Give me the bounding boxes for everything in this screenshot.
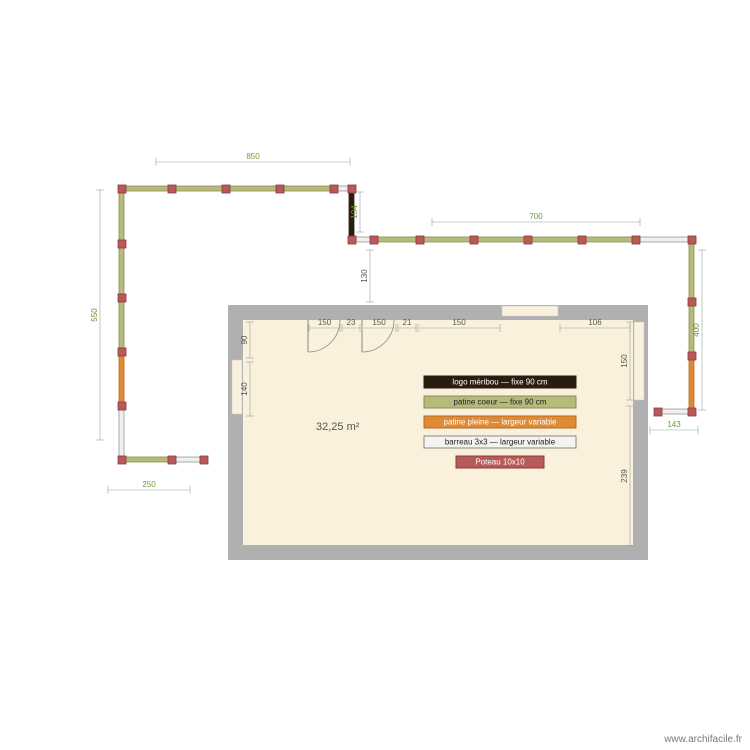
fence-segment <box>230 186 276 191</box>
dim-label: 23 <box>347 318 356 327</box>
fence-segment <box>176 457 200 462</box>
dim-label: 130 <box>360 269 369 283</box>
dim-label: 700 <box>529 212 543 221</box>
fence-post <box>470 236 478 244</box>
fence-post <box>654 408 662 416</box>
dim-label: 143 <box>667 420 681 429</box>
dim-label: 21 <box>403 318 412 327</box>
fence-post <box>200 456 208 464</box>
wall-opening <box>634 322 644 400</box>
dim-label: 150 <box>620 354 629 368</box>
fence-segment <box>126 457 168 462</box>
dim-label: 850 <box>246 152 260 161</box>
dim-label: 239 <box>620 469 629 483</box>
fence-post <box>524 236 532 244</box>
fence-post <box>370 236 378 244</box>
fence-segment <box>119 302 124 348</box>
fence-segment <box>478 237 524 242</box>
dim-label: 150 <box>318 318 332 327</box>
fence-segment <box>424 237 470 242</box>
fence-segment <box>119 356 124 402</box>
fence-segment <box>689 360 694 408</box>
fence-post <box>118 402 126 410</box>
fence-post <box>118 348 126 356</box>
credit-link[interactable]: www.archifacile.fr <box>663 734 742 745</box>
fence-segment <box>338 186 348 191</box>
fence-post <box>578 236 586 244</box>
dim-label: 550 <box>90 308 99 322</box>
fence-post <box>348 236 356 244</box>
fence-post <box>118 294 126 302</box>
fence-post <box>276 185 284 193</box>
fence-segment <box>119 193 124 240</box>
dim-label: 90 <box>240 335 249 344</box>
fence-segment <box>662 409 688 414</box>
fence-segment <box>126 186 168 191</box>
fence-post <box>222 185 230 193</box>
fence-post <box>118 185 126 193</box>
fence-post <box>118 456 126 464</box>
room-area-label: 32,25 m² <box>316 421 360 433</box>
fence-segment <box>689 244 694 298</box>
fence-segment <box>119 248 124 294</box>
fence-segment <box>532 237 578 242</box>
legend-label: patine pleine — largeur variable <box>444 418 558 427</box>
legend-label: logo méribou — fixe 90 cm <box>452 378 547 387</box>
fence-post <box>168 456 176 464</box>
fence-post <box>118 240 126 248</box>
fence-post <box>688 236 696 244</box>
fence-post <box>688 352 696 360</box>
fence-post <box>688 408 696 416</box>
wall-opening <box>502 306 558 316</box>
fence-segment <box>284 186 330 191</box>
fence-post <box>416 236 424 244</box>
room-interior <box>243 320 633 545</box>
dim-label: 400 <box>692 323 701 337</box>
fence-post <box>688 298 696 306</box>
fence-post <box>632 236 640 244</box>
dim-label: 140 <box>240 382 249 396</box>
dim-label: 106 <box>588 318 602 327</box>
dim-label: 250 <box>142 480 156 489</box>
fence-post <box>330 185 338 193</box>
fence-post <box>348 185 356 193</box>
fence-segment <box>586 237 632 242</box>
fence-segment <box>176 186 222 191</box>
fence-segment <box>356 237 370 242</box>
dim-label: 150 <box>372 318 386 327</box>
fence-segment <box>378 237 416 242</box>
floorplan-canvas: 32,25 m² logo méribou — fixe 90 cm patine … <box>0 0 750 750</box>
legend-label: Poteau 10x10 <box>475 458 525 467</box>
fence-segment <box>119 410 124 456</box>
fence-post <box>168 185 176 193</box>
dim-label: 104 <box>350 205 359 219</box>
legend-label: barreau 3x3 — largeur variable <box>445 438 556 447</box>
legend-label: patine coeur — fixe 90 cm <box>454 398 547 407</box>
fence-segment <box>640 237 688 242</box>
dim-label: 150 <box>452 318 466 327</box>
